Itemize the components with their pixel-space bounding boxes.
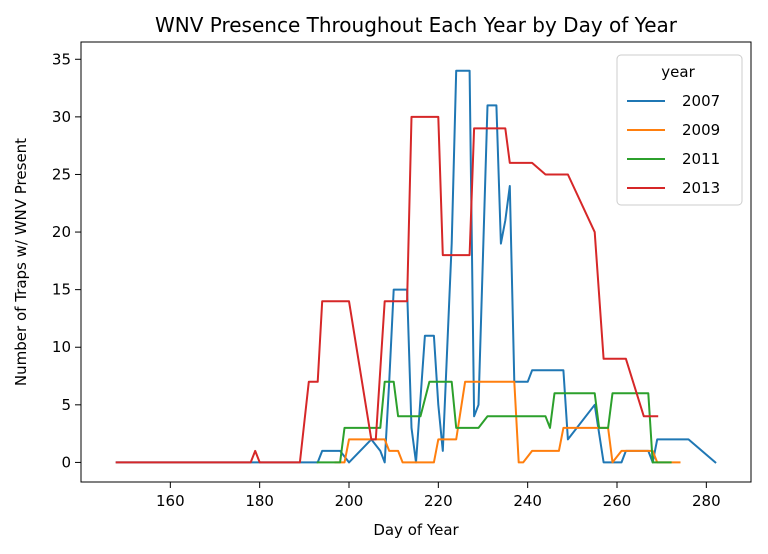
y-tick-label: 20 (52, 223, 71, 241)
y-tick-label: 30 (52, 108, 71, 126)
series-line-2011 (316, 380, 672, 464)
y-tick-label: 25 (52, 165, 71, 183)
y-tick-label: 35 (52, 50, 71, 68)
legend-title: year (661, 63, 695, 81)
y-tick-label: 0 (61, 453, 71, 471)
series-line-2013 (115, 115, 659, 464)
y-axis-ticks: 0 5 10 15 20 25 30 35 (52, 50, 81, 471)
x-tick-label: 200 (335, 492, 364, 510)
x-tick-label: 160 (156, 492, 185, 510)
y-tick-label: 15 (52, 281, 71, 299)
y-tick-label: 5 (61, 396, 71, 414)
y-tick-label: 10 (52, 338, 71, 356)
legend-label-2007: 2007 (682, 92, 720, 110)
x-tick-label: 240 (513, 492, 542, 510)
plot-frame (80, 41, 752, 483)
chart-title: WNV Presence Throughout Each Year by Day… (155, 13, 678, 37)
legend-label-2011: 2011 (682, 150, 720, 168)
legend-label-2013: 2013 (682, 179, 720, 197)
y-axis-label: Number of Traps w/ WNV Present (12, 138, 30, 386)
legend: year 2007 2009 2011 2013 (616, 54, 743, 206)
series-layer (115, 69, 717, 464)
legend-label-2009: 2009 (682, 121, 720, 139)
x-tick-label: 220 (424, 492, 453, 510)
x-axis-ticks: 160 180 200 220 240 260 280 (156, 482, 721, 510)
x-tick-label: 180 (245, 492, 274, 510)
x-tick-label: 280 (692, 492, 721, 510)
x-axis-label: Day of Year (373, 521, 459, 539)
legend-box (616, 54, 743, 206)
plot-area: 160 180 200 220 240 260 280 0 5 10 15 20 25 30 35 (52, 41, 752, 510)
legend-items: 2007 2009 2011 2013 (627, 92, 720, 197)
x-tick-label: 260 (603, 492, 632, 510)
series-line-2007 (115, 69, 717, 464)
